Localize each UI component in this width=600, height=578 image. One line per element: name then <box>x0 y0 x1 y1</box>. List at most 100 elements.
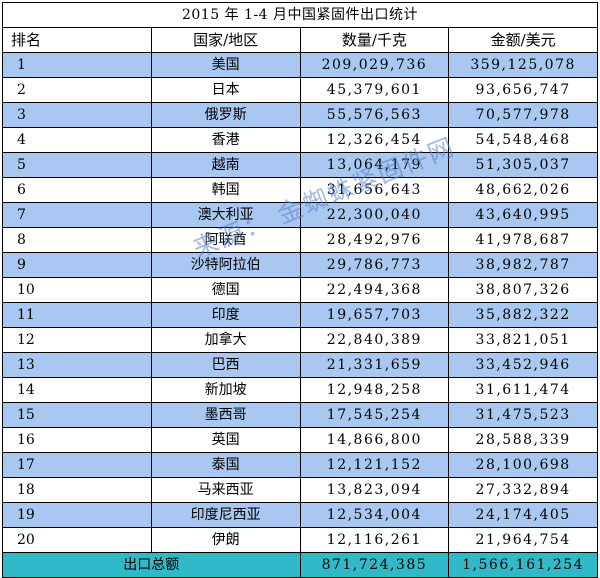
country-cell: 沙特阿拉伯 <box>150 252 301 278</box>
quantity-cell: 12,948,258 <box>299 377 450 403</box>
country-cell: 加拿大 <box>150 327 301 353</box>
country-cell: 阿联酋 <box>150 227 301 253</box>
country-cell: 印度 <box>150 302 301 328</box>
amount-cell: 24,174,405 <box>448 502 598 528</box>
rank-cell: 13 <box>2 352 152 378</box>
amount-cell: 31,611,474 <box>448 377 598 403</box>
amount-cell: 38,807,326 <box>448 277 598 303</box>
rank-cell: 2 <box>2 77 152 103</box>
rank-cell: 14 <box>2 377 152 403</box>
amount-cell: 359,125,078 <box>448 52 598 78</box>
table-body: 1 美国 209,029,736 359,125,078 2 日本 45,379… <box>2 52 598 578</box>
table-row: 16 英国 14,866,800 28,588,339 <box>2 427 598 453</box>
quantity-cell: 31,656,643 <box>299 177 450 203</box>
country-cell: 巴西 <box>150 352 301 378</box>
rank-cell: 9 <box>2 252 152 278</box>
table-row: 15 墨西哥 17,545,254 31,475,523 <box>2 402 598 428</box>
quantity-cell: 12,116,261 <box>299 527 450 553</box>
rank-cell: 5 <box>2 152 152 178</box>
amount-cell: 35,882,322 <box>448 302 598 328</box>
table-row: 13 巴西 21,331,659 33,452,946 <box>2 352 598 378</box>
table-row: 19 印度尼西亚 12,534,004 24,174,405 <box>2 502 598 528</box>
rank-cell: 17 <box>2 452 152 478</box>
table-row: 5 越南 13,064,179 51,305,037 <box>2 152 598 178</box>
amount-cell: 33,821,051 <box>448 327 598 353</box>
country-cell: 美国 <box>150 52 301 78</box>
rank-cell: 16 <box>2 427 152 453</box>
amount-cell: 70,577,978 <box>448 102 598 128</box>
quantity-cell: 13,064,179 <box>299 152 450 178</box>
table-row: 2 日本 45,379,601 93,656,747 <box>2 77 598 103</box>
rank-cell: 8 <box>2 227 152 253</box>
amount-cell: 33,452,946 <box>448 352 598 378</box>
country-cell: 英国 <box>150 427 301 453</box>
header-rank: 排名 <box>2 27 152 53</box>
amount-cell: 48,662,026 <box>448 177 598 203</box>
quantity-cell: 22,840,389 <box>299 327 450 353</box>
country-cell: 伊朗 <box>150 527 301 553</box>
amount-cell: 41,978,687 <box>448 227 598 253</box>
table-row: 12 加拿大 22,840,389 33,821,051 <box>2 327 598 353</box>
quantity-cell: 19,657,703 <box>299 302 450 328</box>
rank-cell: 6 <box>2 177 152 203</box>
quantity-cell: 12,121,152 <box>299 452 450 478</box>
rank-cell: 20 <box>2 527 152 553</box>
amount-cell: 28,588,339 <box>448 427 598 453</box>
table-row: 7 澳大利亚 22,300,040 43,640,995 <box>2 202 598 228</box>
quantity-cell: 12,326,454 <box>299 127 450 153</box>
quantity-cell: 12,534,004 <box>299 502 450 528</box>
amount-cell: 38,982,787 <box>448 252 598 278</box>
table-row: 20 伊朗 12,116,261 21,964,754 <box>2 527 598 553</box>
rank-cell: 1 <box>2 52 152 78</box>
country-cell: 香港 <box>150 127 301 153</box>
quantity-cell: 21,331,659 <box>299 352 450 378</box>
table-row: 17 泰国 12,121,152 28,100,698 <box>2 452 598 478</box>
amount-cell: 27,332,894 <box>448 477 598 503</box>
header-amount: 金额/美元 <box>448 27 598 53</box>
country-cell: 泰国 <box>150 452 301 478</box>
rank-cell: 4 <box>2 127 152 153</box>
amount-cell: 51,305,037 <box>448 152 598 178</box>
country-cell: 新加坡 <box>150 377 301 403</box>
country-cell: 墨西哥 <box>150 402 301 428</box>
table-row: 4 香港 12,326,454 54,548,468 <box>2 127 598 153</box>
quantity-cell: 22,494,368 <box>299 277 450 303</box>
country-cell: 俄罗斯 <box>150 102 301 128</box>
country-cell: 日本 <box>150 77 301 103</box>
amount-cell: 31,475,523 <box>448 402 598 428</box>
total-row: 出口总额 871,724,385 1,566,161,254 <box>2 552 598 578</box>
amount-cell: 93,656,747 <box>448 77 598 103</box>
quantity-cell: 209,029,736 <box>299 52 450 78</box>
total-amount: 1,566,161,254 <box>448 552 598 578</box>
table-title-row: 2015 年 1-4 月中国紧固件出口统计 <box>2 2 598 28</box>
quantity-cell: 45,379,601 <box>299 77 450 103</box>
table-row: 9 沙特阿拉伯 29,786,773 38,982,787 <box>2 252 598 278</box>
rank-cell: 7 <box>2 202 152 228</box>
amount-cell: 28,100,698 <box>448 452 598 478</box>
rank-cell: 15 <box>2 402 152 428</box>
country-cell: 德国 <box>150 277 301 303</box>
table-row: 14 新加坡 12,948,258 31,611,474 <box>2 377 598 403</box>
table-row: 3 俄罗斯 55,576,563 70,577,978 <box>2 102 598 128</box>
table-header-row: 排名 国家/地区 数量/千克 金额/美元 <box>2 27 598 53</box>
table-row: 1 美国 209,029,736 359,125,078 <box>2 52 598 78</box>
table-row: 6 韩国 31,656,643 48,662,026 <box>2 177 598 203</box>
total-label: 出口总额 <box>2 552 301 578</box>
rank-cell: 3 <box>2 102 152 128</box>
header-quantity: 数量/千克 <box>299 27 450 53</box>
country-cell: 澳大利亚 <box>150 202 301 228</box>
table-title: 2015 年 1-4 月中国紧固件出口统计 <box>2 2 598 28</box>
amount-cell: 21,964,754 <box>448 527 598 553</box>
rank-cell: 11 <box>2 302 152 328</box>
quantity-cell: 55,576,563 <box>299 102 450 128</box>
quantity-cell: 14,866,800 <box>299 427 450 453</box>
rank-cell: 10 <box>2 277 152 303</box>
amount-cell: 54,548,468 <box>448 127 598 153</box>
rank-cell: 18 <box>2 477 152 503</box>
table-row: 8 阿联酋 28,492,976 41,978,687 <box>2 227 598 253</box>
quantity-cell: 28,492,976 <box>299 227 450 253</box>
quantity-cell: 22,300,040 <box>299 202 450 228</box>
rank-cell: 19 <box>2 502 152 528</box>
